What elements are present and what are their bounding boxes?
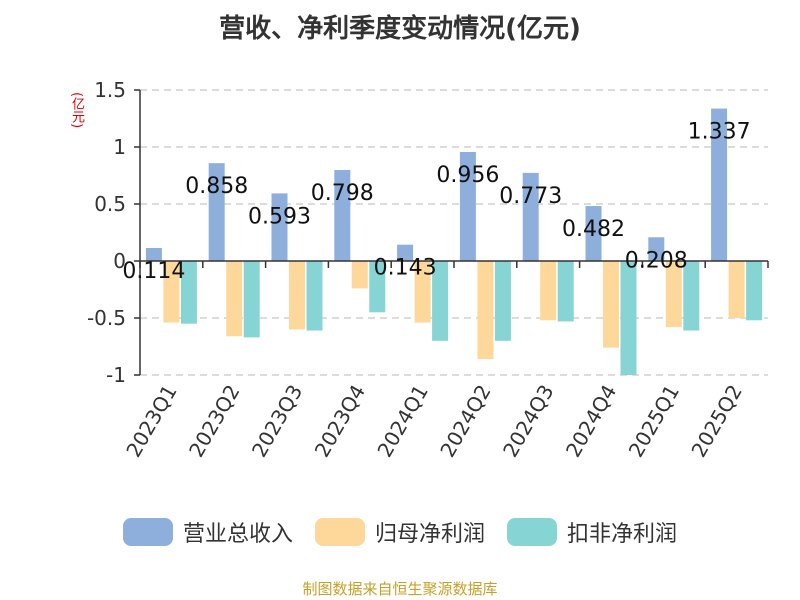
- data-label-revenue: 0.858: [185, 174, 248, 199]
- legend-label-deducted-profit: 扣非净利润: [567, 522, 678, 547]
- x-tick-label: 2023Q4: [310, 381, 370, 462]
- data-label-revenue: 0.143: [374, 256, 437, 281]
- legend-label-revenue: 营业总收入: [182, 522, 293, 547]
- legend-label-net-profit: 归母净利润: [374, 522, 485, 547]
- y-tick-label: 1.5: [94, 78, 126, 102]
- legend-swatch-revenue: [122, 518, 173, 546]
- data-label-revenue: 0.956: [436, 163, 499, 188]
- y-tick-label: 0.5: [94, 192, 126, 216]
- bar-revenue: [397, 244, 414, 261]
- data-label-revenue: 0.773: [499, 184, 562, 209]
- bar-revenue: [208, 163, 225, 261]
- bar-deducted-profit: [369, 261, 386, 313]
- y-axis-unit-label: (亿元): [69, 92, 84, 129]
- x-tick-label: 2024Q3: [498, 381, 558, 462]
- bar-revenue: [459, 152, 476, 261]
- data-label-revenue: 0.798: [311, 181, 374, 206]
- y-tick-label: 1: [113, 135, 126, 159]
- legend-item-revenue[interactable]: 营业总收入: [122, 516, 293, 548]
- bar-revenue: [648, 237, 665, 261]
- chart-title: 营收、净利季度变动情况(亿元): [219, 14, 581, 44]
- bar-deducted-profit: [306, 261, 323, 331]
- data-label-revenue: 1.337: [688, 120, 751, 145]
- bar-deducted-profit: [432, 261, 449, 341]
- legend-swatch-net-profit: [314, 518, 365, 546]
- bar-net-profit: [477, 261, 494, 360]
- bar-deducted-profit: [180, 261, 197, 324]
- data-label-revenue: 0.208: [625, 248, 688, 273]
- bar-deducted-profit: [746, 261, 763, 321]
- bar-net-profit: [163, 261, 180, 323]
- bar-net-profit: [603, 261, 619, 348]
- bar-net-profit: [351, 261, 368, 289]
- bar-revenue: [522, 172, 539, 261]
- legend-item-net-profit[interactable]: 归母净利润: [314, 516, 485, 548]
- chart-legend: 营业总收入 归母净利润 扣非净利润: [0, 516, 800, 548]
- x-tick-label: 2023Q2: [184, 381, 244, 462]
- data-source-note: 制图数据来自恒生聚源数据库: [302, 580, 498, 598]
- x-tick-label: 2024Q1: [372, 381, 432, 462]
- data-label-revenue: 0.593: [248, 204, 311, 229]
- y-tick-label: -1: [106, 363, 126, 387]
- bar-deducted-profit: [243, 261, 260, 338]
- bar-deducted-profit: [620, 261, 637, 375]
- y-tick-label: -0.5: [87, 306, 126, 330]
- bar-revenue: [585, 206, 602, 261]
- x-tick-label: 2025Q2: [686, 381, 746, 462]
- bar-deducted-profit: [557, 261, 574, 322]
- bar-revenue: [145, 248, 162, 261]
- bar-net-profit: [414, 261, 431, 323]
- bar-revenue: [711, 108, 728, 261]
- bar-net-profit: [289, 261, 305, 330]
- y-tick-label: 0: [113, 249, 126, 273]
- bar-net-profit: [665, 261, 682, 328]
- bar-deducted-profit: [683, 261, 700, 331]
- bar-deducted-profit: [494, 261, 511, 341]
- bar-net-profit: [540, 261, 557, 321]
- legend-swatch-deducted-profit: [507, 518, 557, 546]
- bar-revenue: [271, 193, 288, 261]
- x-tick-label: 2023Q1: [121, 381, 181, 462]
- bar-net-profit: [728, 261, 745, 318]
- x-tick-label: 2024Q2: [435, 381, 495, 462]
- x-tick-label: 2023Q3: [247, 381, 307, 462]
- bar-net-profit: [226, 261, 243, 337]
- x-tick-label: 2025Q1: [624, 381, 684, 462]
- data-label-revenue: 0.114: [122, 259, 185, 284]
- data-label-revenue: 0.482: [562, 217, 625, 242]
- x-tick-label: 2024Q4: [561, 381, 621, 462]
- bar-revenue: [334, 170, 351, 261]
- legend-item-deducted-profit[interactable]: 扣非净利润: [507, 516, 677, 548]
